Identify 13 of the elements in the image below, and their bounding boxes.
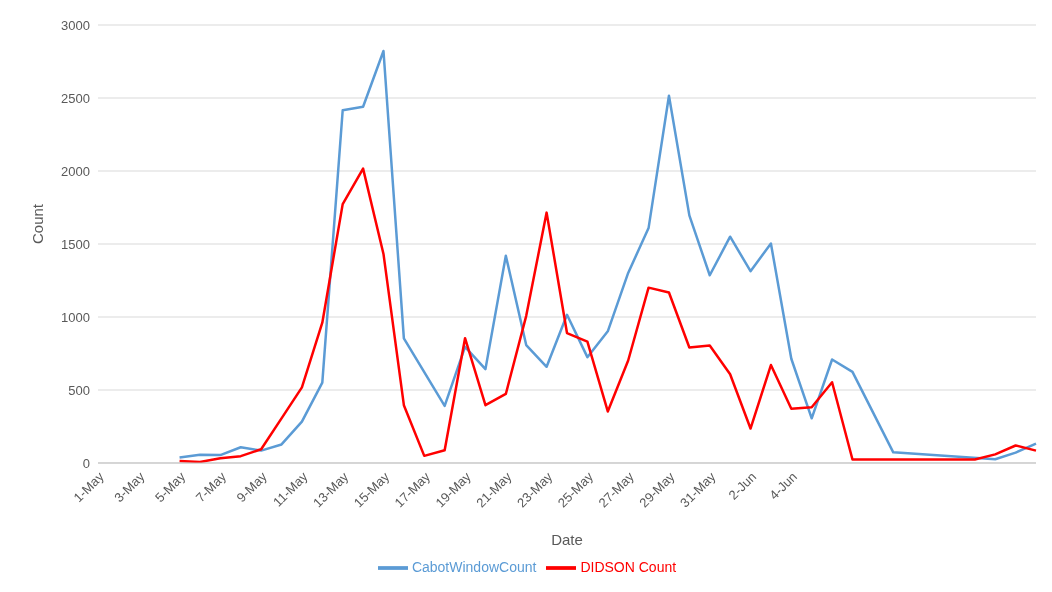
legend-label: DIDSON Count <box>580 558 677 575</box>
line-series <box>178 167 1038 463</box>
y-tick-label: 1000 <box>61 309 90 325</box>
x-axis-title: Date <box>551 531 583 548</box>
y-axis-title: Count <box>29 203 47 244</box>
y-tick-label: 1500 <box>61 236 90 252</box>
y-tick-label: 3000 <box>61 17 90 33</box>
y-tick-label: 0 <box>82 455 90 471</box>
y-tick-label: 2500 <box>61 90 90 106</box>
legend-label: CabotWindowCount <box>411 558 537 575</box>
y-tick-label: 2000 <box>61 163 90 179</box>
line-series <box>178 49 1038 461</box>
y-tick-label: 500 <box>68 382 90 398</box>
